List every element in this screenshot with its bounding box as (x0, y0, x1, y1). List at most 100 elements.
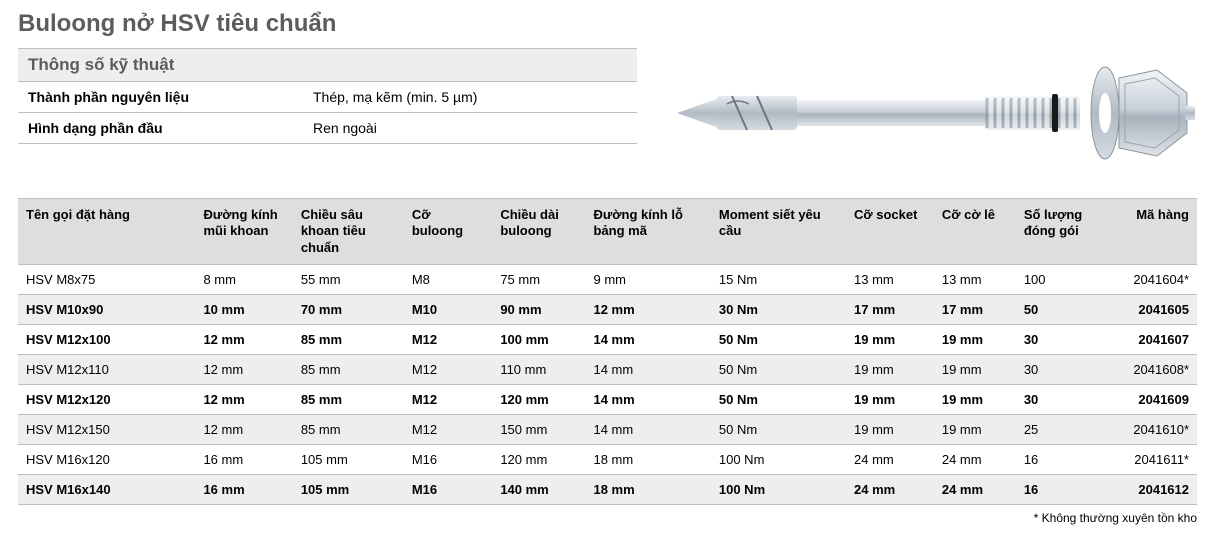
table-cell: 16 (1016, 444, 1104, 474)
table-cell: 50 Nm (711, 324, 846, 354)
table-cell: 100 mm (492, 324, 585, 354)
spec-label: Thành phần nguyên liệu (18, 82, 303, 112)
table-cell: 2041611* (1103, 444, 1197, 474)
table-cell: 17 mm (846, 294, 934, 324)
table-cell: 9 mm (585, 264, 710, 294)
spec-header: Thông số kỹ thuật (18, 48, 637, 81)
table-cell: 150 mm (492, 414, 585, 444)
column-header: Chiều dài buloong (492, 199, 585, 265)
spec-value: Thép, mạ kẽm (min. 5 µm) (303, 82, 637, 112)
column-header: Cỡ buloong (404, 199, 493, 265)
table-cell: HSV M12x120 (18, 384, 195, 414)
table-cell: 17 mm (934, 294, 1016, 324)
table-cell: M10 (404, 294, 493, 324)
column-header: Đường kính mũi khoan (195, 199, 292, 265)
table-cell: M16 (404, 444, 493, 474)
spec-row: Hình dạng phần đầuRen ngoài (18, 112, 637, 144)
table-row: HSV M16x14016 mm105 mmM16140 mm18 mm100 … (18, 474, 1197, 504)
table-cell: 2041610* (1103, 414, 1197, 444)
table-cell: 140 mm (492, 474, 585, 504)
table-row: HSV M12x10012 mm85 mmM12100 mm14 mm50 Nm… (18, 324, 1197, 354)
product-image (657, 48, 1197, 168)
column-header: Cỡ cờ lê (934, 199, 1016, 265)
table-cell: 24 mm (846, 474, 934, 504)
table-cell: 16 mm (195, 444, 292, 474)
table-cell: 13 mm (934, 264, 1016, 294)
table-row: HSV M16x12016 mm105 mmM16120 mm18 mm100 … (18, 444, 1197, 474)
column-header: Chiều sâu khoan tiêu chuẩn (293, 199, 404, 265)
table-cell: 2041612 (1103, 474, 1197, 504)
table-cell: HSV M16x120 (18, 444, 195, 474)
table-cell: 110 mm (492, 354, 585, 384)
table-cell: HSV M10x90 (18, 294, 195, 324)
table-cell: 90 mm (492, 294, 585, 324)
product-table: Tên gọi đặt hàngĐường kính mũi khoanChiề… (18, 198, 1197, 505)
column-header: Số lượng đóng gói (1016, 199, 1104, 265)
table-cell: 24 mm (846, 444, 934, 474)
table-row: HSV M12x15012 mm85 mmM12150 mm14 mm50 Nm… (18, 414, 1197, 444)
table-row: HSV M10x9010 mm70 mmM1090 mm12 mm30 Nm17… (18, 294, 1197, 324)
table-cell: 13 mm (846, 264, 934, 294)
table-cell: 12 mm (195, 414, 292, 444)
table-cell: 19 mm (934, 354, 1016, 384)
table-cell: 14 mm (585, 414, 710, 444)
table-cell: 19 mm (934, 384, 1016, 414)
table-cell: 70 mm (293, 294, 404, 324)
table-cell: 25 (1016, 414, 1104, 444)
table-cell: 16 (1016, 474, 1104, 504)
table-cell: M12 (404, 414, 493, 444)
anchor-bolt-icon (657, 58, 1197, 168)
table-header-row: Tên gọi đặt hàngĐường kính mũi khoanChiề… (18, 199, 1197, 265)
table-cell: 2041604* (1103, 264, 1197, 294)
table-cell: 120 mm (492, 384, 585, 414)
table-cell: 19 mm (846, 384, 934, 414)
top-section: Thông số kỹ thuật Thành phần nguyên liệu… (18, 48, 1197, 168)
table-cell: 19 mm (934, 414, 1016, 444)
table-cell: 100 (1016, 264, 1104, 294)
table-cell: 50 Nm (711, 354, 846, 384)
table-cell: 19 mm (846, 354, 934, 384)
table-cell: 24 mm (934, 474, 1016, 504)
table-cell: HSV M16x140 (18, 474, 195, 504)
table-cell: 24 mm (934, 444, 1016, 474)
table-cell: 2041607 (1103, 324, 1197, 354)
spec-value: Ren ngoài (303, 113, 637, 143)
table-cell: 18 mm (585, 474, 710, 504)
table-cell: 14 mm (585, 324, 710, 354)
table-cell: 85 mm (293, 384, 404, 414)
table-cell: 100 Nm (711, 444, 846, 474)
page-title: Buloong nở HSV tiêu chuẩn (18, 10, 1197, 38)
table-cell: 100 Nm (711, 474, 846, 504)
table-cell: 19 mm (846, 324, 934, 354)
spec-block: Thông số kỹ thuật Thành phần nguyên liệu… (18, 48, 637, 144)
table-cell: 14 mm (585, 354, 710, 384)
table-cell: 14 mm (585, 384, 710, 414)
table-cell: HSV M12x150 (18, 414, 195, 444)
table-cell: 10 mm (195, 294, 292, 324)
table-cell: 12 mm (195, 384, 292, 414)
table-cell: 85 mm (293, 354, 404, 384)
table-cell: 12 mm (585, 294, 710, 324)
table-cell: 30 Nm (711, 294, 846, 324)
table-cell: M12 (404, 354, 493, 384)
table-cell: 19 mm (846, 414, 934, 444)
table-cell: 120 mm (492, 444, 585, 474)
table-cell: 85 mm (293, 324, 404, 354)
column-header: Moment siết yêu cầu (711, 199, 846, 265)
table-cell: 50 (1016, 294, 1104, 324)
column-header: Mã hàng (1103, 199, 1197, 265)
table-cell: HSV M12x110 (18, 354, 195, 384)
table-cell: M8 (404, 264, 493, 294)
spec-label: Hình dạng phần đầu (18, 113, 303, 143)
table-cell: 18 mm (585, 444, 710, 474)
table-cell: HSV M12x100 (18, 324, 195, 354)
table-cell: M16 (404, 474, 493, 504)
table-cell: 19 mm (934, 324, 1016, 354)
table-cell: 30 (1016, 324, 1104, 354)
table-cell: 75 mm (492, 264, 585, 294)
table-cell: 12 mm (195, 354, 292, 384)
column-header: Cỡ socket (846, 199, 934, 265)
table-cell: 50 Nm (711, 414, 846, 444)
table-row: HSV M12x12012 mm85 mmM12120 mm14 mm50 Nm… (18, 384, 1197, 414)
table-cell: 8 mm (195, 264, 292, 294)
